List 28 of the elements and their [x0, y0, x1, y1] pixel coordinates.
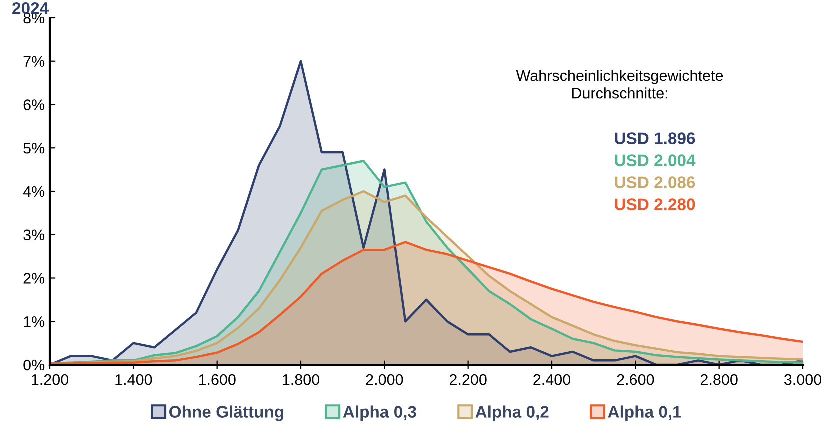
y-tick-label: 5% [24, 143, 45, 154]
annotation: Wahrscheinlichkeitsgewichtete Durchschnitte: [516, 70, 724, 99]
legend-label: Alpha 0,3 [343, 406, 416, 422]
y-tick-label: 3% [24, 230, 45, 241]
x-tick-label: 2.200 [450, 374, 487, 386]
annotation: USD 2.086 [615, 176, 696, 188]
x-tick-label: 3.000 [784, 374, 822, 386]
x-tick-label: 1.400 [116, 374, 152, 386]
y-tick-label: 1% [24, 316, 45, 328]
y-tick-label: 4% [23, 186, 45, 198]
y-tick-label: 6% [24, 100, 45, 110]
annotation: USD 2.004 [615, 154, 696, 166]
x-tick-label: 1.200 [32, 374, 69, 386]
x-tick-label: 1.600 [199, 374, 236, 386]
chart-title: 2024 [12, 2, 49, 14]
x-tick-label: 2.600 [617, 374, 654, 386]
x-tick-label: 2.400 [534, 374, 571, 386]
legend-label: Alpha 0,2 [476, 406, 549, 422]
x-tick-label: 1.800 [283, 374, 320, 386]
legend-label: Ohne Glättung [170, 406, 284, 422]
y-tick-label: 7% [24, 56, 45, 67]
y-tick-label: 0% [24, 360, 45, 371]
x-tick-label: 2.800 [700, 374, 738, 386]
annotation: USD 1.896 [615, 132, 696, 144]
y-tick-label: 2% [24, 273, 45, 284]
x-tick-label: 2.000 [366, 374, 404, 386]
annotation: USD 2.280 [615, 198, 696, 210]
legend-label: Alpha 0,1 [608, 406, 682, 422]
